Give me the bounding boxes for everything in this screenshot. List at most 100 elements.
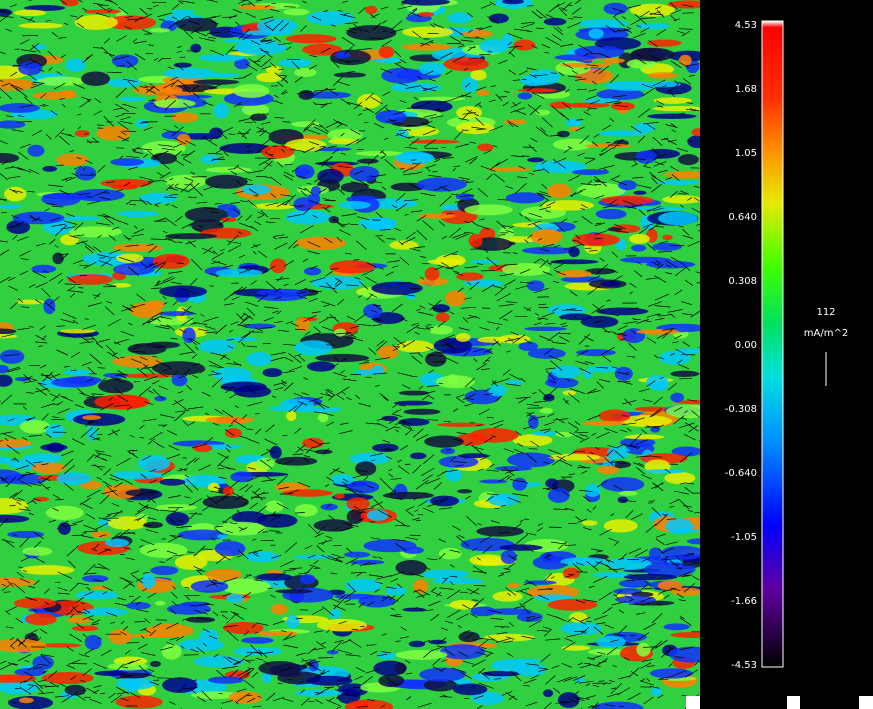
field-blob xyxy=(52,252,64,265)
resize-handle[interactable] xyxy=(787,696,800,709)
resize-handle[interactable] xyxy=(686,696,700,709)
field-blob xyxy=(241,103,270,117)
field-blob xyxy=(38,643,82,648)
field-blob xyxy=(222,486,235,497)
field-blob xyxy=(635,23,670,30)
field-blob xyxy=(220,381,267,393)
field-blob xyxy=(457,489,473,494)
field-blob xyxy=(286,615,300,629)
field-blob xyxy=(72,189,125,202)
field-blob xyxy=(455,122,495,135)
field-blob xyxy=(0,349,25,364)
field-blob xyxy=(517,92,533,100)
field-blob xyxy=(547,598,598,611)
field-blob xyxy=(111,283,132,288)
field-blob xyxy=(469,259,500,265)
field-blob xyxy=(190,43,202,53)
field-blob xyxy=(176,17,218,32)
field-blob xyxy=(464,204,513,216)
field-blob xyxy=(184,207,229,223)
field-blob xyxy=(32,91,77,100)
field-blob xyxy=(145,341,180,349)
field-blob xyxy=(378,674,405,688)
field-blob xyxy=(329,260,375,274)
field-blob xyxy=(435,312,450,323)
field-blob xyxy=(145,623,194,638)
field-blob xyxy=(403,408,441,415)
field-blob xyxy=(547,487,570,503)
field-blob xyxy=(71,625,99,632)
field-blob xyxy=(340,182,369,193)
field-blob xyxy=(317,412,329,423)
field-blob xyxy=(560,557,608,567)
field-blob xyxy=(492,591,523,602)
field-blob xyxy=(647,39,682,47)
field-blob xyxy=(424,266,440,281)
field-blob xyxy=(111,54,139,68)
field-blob xyxy=(0,680,40,695)
field-blob xyxy=(152,253,190,269)
field-blob xyxy=(165,233,218,240)
field-blob xyxy=(393,400,433,406)
field-blob xyxy=(208,482,220,492)
field-blob xyxy=(363,303,383,319)
field-blob xyxy=(547,183,572,199)
field-blob xyxy=(560,622,602,636)
field-blob xyxy=(45,423,65,438)
field-blob xyxy=(655,180,700,185)
field-blob xyxy=(568,246,580,258)
field-blob xyxy=(32,655,54,670)
field-blob xyxy=(326,650,339,655)
field-blob xyxy=(488,13,509,24)
field-blob xyxy=(94,394,148,410)
field-blob xyxy=(561,645,591,651)
field-blob xyxy=(507,582,520,589)
field-blob xyxy=(582,369,593,379)
field-blob xyxy=(346,497,370,511)
field-blob xyxy=(530,228,563,245)
field-blob xyxy=(587,365,620,373)
field-blob xyxy=(244,551,280,563)
field-blob xyxy=(286,410,297,422)
field-blob xyxy=(256,288,310,297)
field-blob xyxy=(486,608,533,615)
field-blob xyxy=(512,434,553,447)
field-blob xyxy=(171,374,188,387)
field-blob xyxy=(577,19,629,29)
field-blob xyxy=(505,192,545,204)
field-blob xyxy=(555,431,574,438)
field-blob xyxy=(670,392,685,403)
field-blob xyxy=(458,453,489,459)
field-blob xyxy=(402,26,454,38)
field-blob xyxy=(59,329,96,334)
field-blob xyxy=(371,281,423,295)
field-blob xyxy=(445,468,462,482)
field-blob xyxy=(192,79,240,85)
field-blob xyxy=(355,151,405,157)
field-blob xyxy=(476,526,524,537)
field-blob xyxy=(548,453,601,461)
field-blob xyxy=(652,242,682,251)
field-blob xyxy=(382,491,434,500)
field-blob xyxy=(205,72,240,78)
field-blob xyxy=(619,415,672,427)
field-blob xyxy=(220,217,237,223)
field-blob xyxy=(469,554,507,566)
field-blob xyxy=(440,447,455,455)
field-blob xyxy=(416,177,467,192)
field-blob xyxy=(164,174,207,189)
field-blob xyxy=(400,152,432,163)
field-blob xyxy=(501,0,525,5)
field-blob xyxy=(556,130,570,138)
field-blob xyxy=(213,103,229,119)
resize-handle[interactable] xyxy=(859,696,873,709)
field-blob xyxy=(298,90,315,100)
field-blob xyxy=(664,471,696,485)
field-blob xyxy=(659,350,692,365)
field-blob xyxy=(636,642,651,657)
field-blob xyxy=(170,112,199,123)
field-blob xyxy=(334,328,347,337)
field-blob xyxy=(618,180,637,191)
field-blob xyxy=(531,431,557,436)
